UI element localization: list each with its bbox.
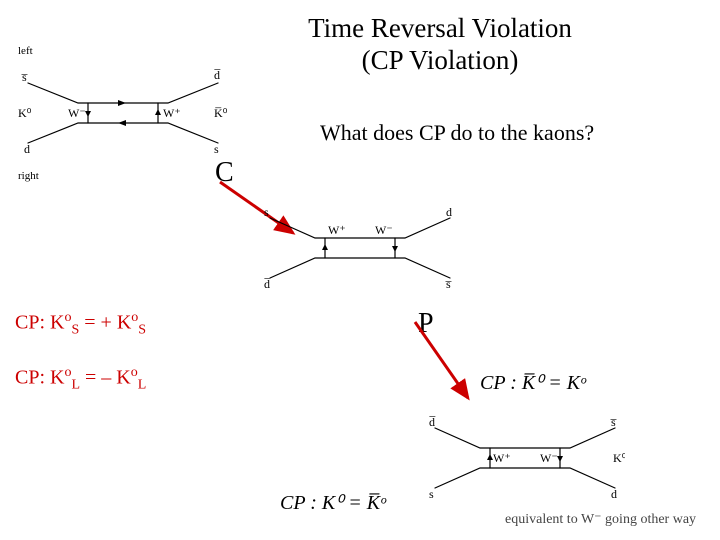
lbl-b-wplus: W⁺	[493, 451, 511, 465]
note-equivalent: equivalent to W⁻ going other way	[505, 505, 720, 535]
lbl-b-wminus: W⁻	[540, 451, 558, 465]
lbl-b-s: s	[429, 487, 434, 501]
lbl-b-sbar: s̅	[609, 415, 617, 429]
svg-text:equivalent to W⁻ going other w: equivalent to W⁻ going other way	[505, 512, 696, 527]
lbl-b-d: d	[611, 487, 617, 501]
lbl-b-dbar: d̅	[428, 415, 436, 429]
diagram-bot: d̅ s s̅ K⁰ d W⁺ W⁻	[425, 410, 625, 505]
eq-cp-k0: CP : K⁰ = K̅ᵒ	[280, 490, 386, 515]
eq-cp-k0bar: CP : K̅⁰ = Kᵒ	[480, 370, 586, 395]
lbl-b-k0: K⁰	[613, 451, 625, 465]
